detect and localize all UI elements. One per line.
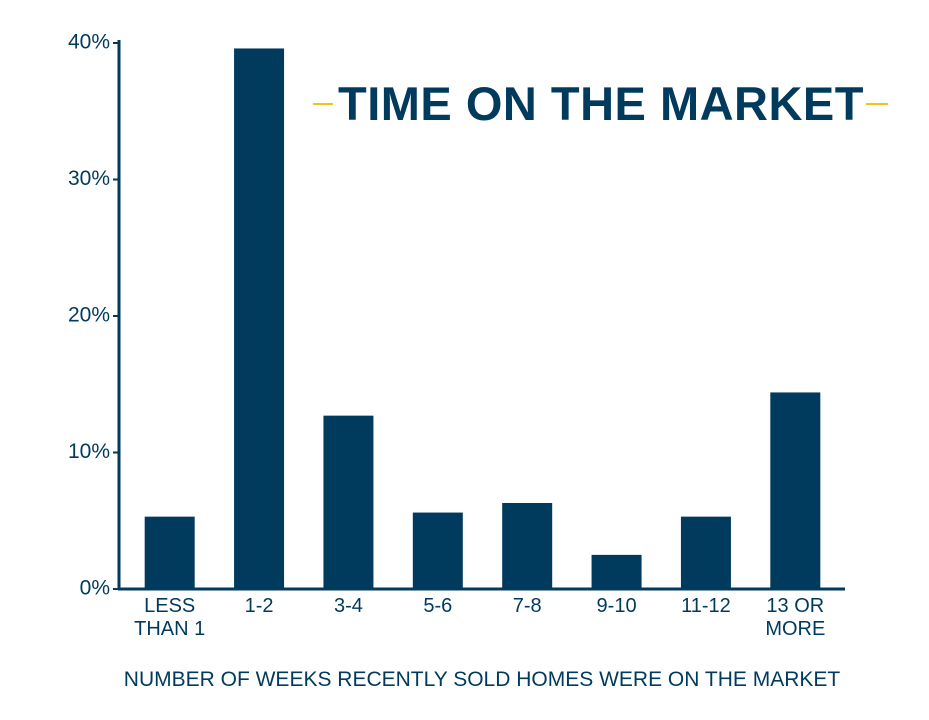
x-tick-label: 1-2 (244, 595, 274, 617)
x-tick-label: LESS THAN 1 (134, 595, 206, 640)
bar (144, 516, 195, 589)
x-tick-label: 7-8 (512, 595, 542, 617)
x-tick-label: 9-10 (596, 595, 637, 617)
bar (770, 392, 821, 589)
bar (323, 415, 374, 589)
bar (502, 503, 553, 589)
x-tick-label: 13 OR MORE (765, 595, 826, 640)
y-tick-label: 30% (68, 167, 110, 190)
bar (680, 516, 731, 589)
bar (591, 554, 642, 589)
y-tick-label: 10% (68, 440, 110, 463)
bar (234, 48, 285, 589)
x-tick-label: 3-4 (333, 595, 363, 617)
bar (412, 512, 463, 589)
chart-title: TIME ON THE MARKET (338, 77, 864, 130)
x-tick-label: 11-12 (681, 595, 731, 617)
x-tick-label: 5-6 (423, 595, 453, 617)
y-tick-label: 20% (68, 304, 110, 327)
y-tick-label: 0% (80, 577, 110, 600)
x-axis-label: NUMBER OF WEEKS RECENTLY SOLD HOMES WERE… (123, 668, 841, 691)
y-tick-label: 40% (68, 31, 110, 54)
